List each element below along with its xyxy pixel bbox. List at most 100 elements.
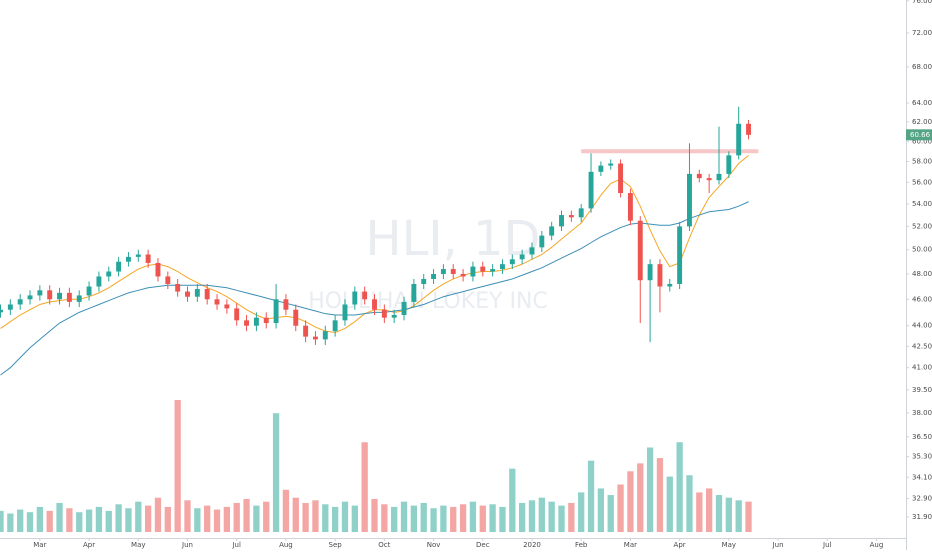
volume-bar <box>558 505 565 532</box>
volume-bar <box>646 447 654 532</box>
volume-bar <box>745 501 752 532</box>
y-tick-label: 42.50 <box>912 342 932 350</box>
volume-bar <box>312 500 319 532</box>
candle-body <box>391 315 397 318</box>
volume-bar <box>243 499 250 532</box>
candle-body <box>470 266 476 277</box>
watermark-symbol: HLI, 1D <box>365 211 540 267</box>
candle-body <box>588 171 594 209</box>
volume-bar <box>391 506 398 532</box>
candle-body <box>322 331 328 340</box>
volume-bar <box>7 513 14 532</box>
candle-body <box>431 273 437 279</box>
candle-body <box>175 283 181 292</box>
x-tick-label: Jul <box>822 541 832 549</box>
candle-body <box>342 304 348 321</box>
candle-body <box>480 266 486 272</box>
candle-body <box>401 301 407 316</box>
candle-body <box>726 155 732 174</box>
volume-bar <box>115 504 122 532</box>
volume-bar <box>194 508 201 532</box>
x-tick-label: Jun <box>181 541 193 549</box>
y-tick-label: 38.00 <box>912 409 932 417</box>
candle-body <box>559 215 564 227</box>
volume-bar <box>518 502 526 532</box>
candle-body <box>0 309 3 313</box>
candle-body <box>736 123 742 156</box>
y-tick-label: 32.90 <box>912 495 932 503</box>
volume-bar <box>164 506 171 532</box>
x-tick-label: Feb <box>575 541 588 549</box>
candle-body <box>165 276 171 284</box>
x-tick-label: Dec <box>476 541 490 549</box>
volume-bar <box>341 501 349 532</box>
volume-bar <box>204 505 211 532</box>
y-tick-label: 64.00 <box>912 99 932 107</box>
candle-body <box>66 292 72 302</box>
volume-bar <box>440 505 447 532</box>
volume-bar <box>637 463 644 532</box>
y-tick-label: 68.00 <box>912 63 932 71</box>
candle-body <box>627 193 633 221</box>
candle-body <box>421 278 427 284</box>
volume-bar <box>26 512 34 532</box>
candle-body <box>185 291 190 297</box>
candle-body <box>17 299 23 305</box>
volume-bar <box>381 504 388 532</box>
volume-bar <box>735 500 742 532</box>
candle-body <box>293 309 299 326</box>
volume-bar <box>686 475 693 532</box>
y-tick-label: 76.00 <box>912 0 932 5</box>
volume-bar <box>568 502 575 532</box>
volume-bar <box>56 502 63 532</box>
volume-bar <box>272 413 280 532</box>
y-tick-label: 36.50 <box>912 433 932 441</box>
x-tick-label: May <box>131 541 145 549</box>
volume-bar <box>85 509 93 532</box>
x-tick-label: May <box>722 541 736 549</box>
volume-bar <box>17 509 24 532</box>
y-tick-label: 50.00 <box>912 246 932 254</box>
volume-bar <box>587 460 595 532</box>
x-tick-label: Mar <box>624 541 637 549</box>
volume-bar <box>499 506 506 532</box>
volume-bar <box>666 476 673 532</box>
volume-bar <box>154 497 162 532</box>
candle-body <box>490 269 496 272</box>
candle-body <box>618 163 624 194</box>
y-tick-label: 52.00 <box>912 222 932 230</box>
volume-bar <box>253 505 260 532</box>
watermark-name: HOULIHAN LOKEY INC <box>308 289 548 314</box>
candle-body <box>578 208 584 218</box>
candle-body <box>263 317 269 324</box>
volume-bar <box>696 492 703 532</box>
candle-body <box>608 163 614 166</box>
candle-body <box>106 271 112 277</box>
y-tick-label: 46.00 <box>912 295 932 303</box>
x-tick-label: Aug <box>279 541 293 549</box>
candle-body <box>460 273 466 277</box>
candle-body <box>214 299 220 305</box>
candle-body <box>509 259 515 265</box>
volume-bar <box>509 468 516 532</box>
volume-bar <box>95 506 103 532</box>
candle-body <box>687 173 692 227</box>
volume-bar <box>292 497 299 532</box>
candle-body <box>273 299 279 324</box>
candle-body <box>244 320 250 326</box>
volume-bar <box>715 495 723 532</box>
candle-body <box>86 286 92 296</box>
candle-body <box>7 304 13 310</box>
y-tick-label: 41.00 <box>912 364 932 372</box>
volume-bar <box>0 510 4 532</box>
volume-bar <box>331 506 339 532</box>
volume-bar <box>528 500 536 532</box>
volume-bar <box>578 492 585 532</box>
candle-body <box>37 290 43 296</box>
candle-body <box>519 254 525 260</box>
y-tick-label: 58.00 <box>912 157 932 165</box>
y-tick-label: 34.10 <box>912 473 932 481</box>
volume-bar <box>548 501 555 532</box>
candle-body <box>204 289 210 300</box>
volume-bar <box>538 497 545 532</box>
